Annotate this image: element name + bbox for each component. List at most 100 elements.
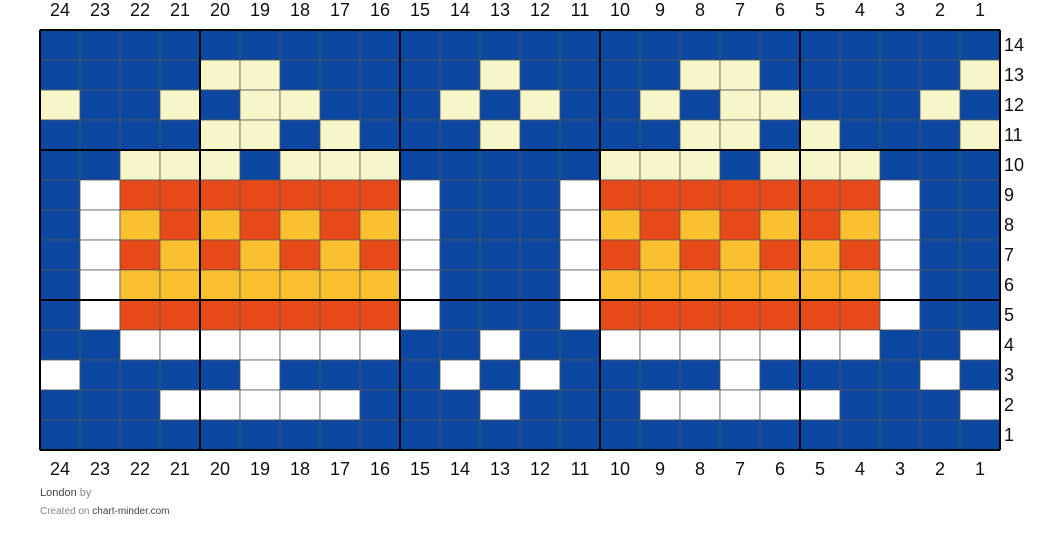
chart-cell: [839, 269, 881, 301]
chart-cell: [879, 359, 921, 391]
chart-cell: [159, 89, 201, 121]
column-labels-top: 24 23 22 21 20 19 18 17 16 15 14 13 12 11 10 9 8 7 6 5 4 3 2 1: [50, 0, 985, 20]
chart-cell: [559, 59, 601, 91]
chart-cell: [239, 389, 281, 421]
chart-cell: [759, 389, 801, 421]
chart-cell: [79, 179, 121, 211]
chart-cell: [319, 239, 361, 271]
chart-cell: [879, 149, 921, 181]
chart-cell: [519, 329, 561, 361]
column-label-top: 15: [410, 0, 430, 20]
chart-cell: [79, 389, 121, 421]
chart-cell: [919, 329, 961, 361]
chart-cell: [759, 419, 801, 451]
row-label: 7: [1004, 245, 1014, 265]
chart-cell: [799, 119, 841, 151]
chart-cell: [119, 239, 161, 271]
column-label-bottom: 11: [571, 459, 590, 479]
chart-cell: [319, 119, 361, 151]
chart-cell: [239, 119, 281, 151]
chart-cell: [679, 29, 721, 61]
chart-cell: [279, 269, 321, 301]
chart-cell: [159, 179, 201, 211]
chart-cell: [919, 299, 961, 331]
chart-cell: [519, 269, 561, 301]
chart-cell: [719, 179, 761, 211]
column-label-bottom: 8: [695, 459, 705, 479]
chart-cell: [279, 119, 321, 151]
chart-cell: [519, 419, 561, 451]
chart-cell: [359, 419, 401, 451]
chart-cell: [279, 179, 321, 211]
chart-cell: [399, 359, 441, 391]
chart-cell: [79, 149, 121, 181]
row-label: 4: [1004, 335, 1014, 355]
chart-cell: [759, 239, 801, 271]
chart-cell: [959, 239, 1001, 271]
chart-cell: [439, 149, 481, 181]
chart-cell: [839, 119, 881, 151]
chart-cell: [39, 179, 81, 211]
row-label: 10: [1004, 155, 1024, 175]
chart-cell: [799, 389, 841, 421]
column-label-bottom: 9: [655, 459, 665, 479]
chart-cell: [839, 419, 881, 451]
chart-cell: [599, 29, 641, 61]
chart-cell: [39, 389, 81, 421]
chart-cell: [559, 419, 601, 451]
chart-cell: [39, 359, 81, 391]
chart-cell: [519, 119, 561, 151]
chart-cell: [559, 29, 601, 61]
chart-cell: [479, 419, 521, 451]
chart-cell: [359, 269, 401, 301]
chart-cell: [959, 89, 1001, 121]
chart-cell: [159, 209, 201, 241]
chart-cell: [159, 149, 201, 181]
chart-cell: [79, 269, 121, 301]
site-link[interactable]: chart-minder.com: [92, 506, 170, 517]
chart-cell: [759, 119, 801, 151]
chart-cell: [79, 299, 121, 331]
chart-cell: [159, 329, 201, 361]
chart-cell: [879, 329, 921, 361]
chart-cell: [959, 29, 1001, 61]
chart-cell: [679, 389, 721, 421]
chart-cell: [319, 149, 361, 181]
chart-cell: [839, 389, 881, 421]
chart-cell: [319, 59, 361, 91]
chart-cell: [639, 389, 681, 421]
chart-cell: [799, 29, 841, 61]
chart-cell: [359, 179, 401, 211]
chart-cell: [919, 269, 961, 301]
chart-cell: [439, 269, 481, 301]
chart-cell: [319, 209, 361, 241]
chart-cell: [439, 59, 481, 91]
row-label: 12: [1004, 95, 1024, 115]
chart-cell: [79, 209, 121, 241]
row-label: 13: [1004, 65, 1024, 85]
row-label: 1: [1004, 425, 1014, 445]
chart-cell: [599, 299, 641, 331]
chart-cell: [559, 119, 601, 151]
chart-cell: [119, 89, 161, 121]
chart-cell: [359, 389, 401, 421]
chart-cell: [119, 329, 161, 361]
chart-cell: [279, 299, 321, 331]
chart-cell: [679, 269, 721, 301]
column-label-bottom: 23: [90, 459, 110, 479]
chart-cell: [79, 89, 121, 121]
chart-cell: [479, 59, 521, 91]
chart-cell: [959, 269, 1001, 301]
chart-cell: [959, 419, 1001, 451]
chart-cell: [279, 209, 321, 241]
chart-cell: [519, 239, 561, 271]
chart-cell: [959, 359, 1001, 391]
chart-cell: [359, 119, 401, 151]
column-label-bottom: 17: [330, 459, 350, 479]
chart-cell: [79, 419, 121, 451]
chart-cell: [519, 149, 561, 181]
chart-cell: [279, 239, 321, 271]
column-label-bottom: 6: [775, 459, 785, 479]
chart-cell: [279, 149, 321, 181]
chart-cell: [679, 209, 721, 241]
